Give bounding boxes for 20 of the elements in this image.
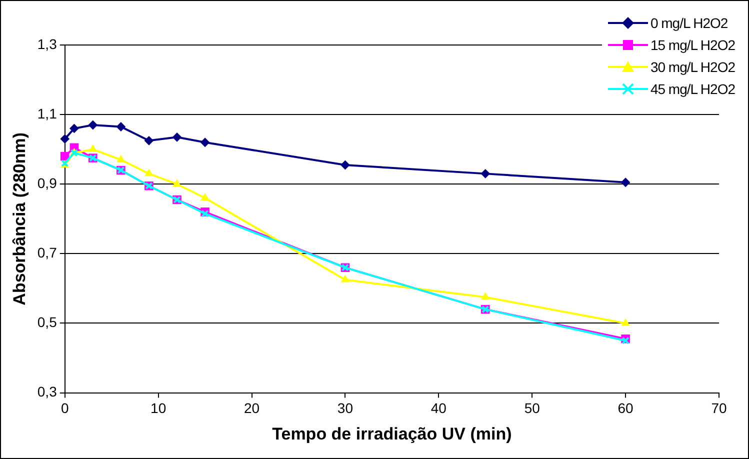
y-tick-label: 0,3	[37, 384, 58, 400]
legend-label: 30 mg/L H2O2	[650, 59, 735, 75]
x-tick-label: 0	[60, 400, 69, 416]
x-tick-label: 70	[711, 400, 727, 416]
x-tick-label: 40	[430, 400, 447, 416]
y-tick-label: 0,5	[37, 314, 58, 330]
y-axis-title: Absorbância (280nm)	[10, 132, 29, 306]
y-tick-label: 1,1	[37, 105, 58, 122]
x-tick-label: 50	[524, 400, 540, 416]
legend-label: 15 mg/L H2O2	[650, 37, 735, 53]
y-tick-label: 0,9	[37, 174, 58, 191]
y-tick-label: 0,7	[37, 244, 58, 261]
legend-label: 45 mg/L H2O2	[650, 81, 735, 97]
legend-label: 0 mg/L H2O2	[650, 15, 728, 31]
x-tick-label: 60	[618, 400, 634, 416]
x-tick-label: 30	[337, 400, 354, 416]
x-axis-title: Tempo de irradiação UV (min)	[272, 424, 512, 444]
x-tick-label: 10	[150, 400, 166, 416]
y-tick-label: 1,3	[37, 36, 58, 52]
x-tick-label: 20	[244, 400, 260, 416]
